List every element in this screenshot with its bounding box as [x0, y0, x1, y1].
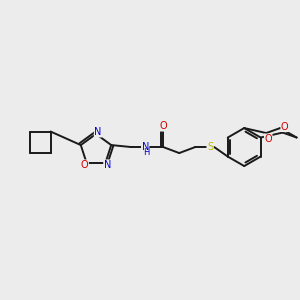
Text: N: N [94, 127, 102, 137]
Text: N: N [142, 142, 149, 152]
Text: S: S [207, 142, 213, 152]
Text: N: N [104, 160, 111, 170]
Text: H: H [143, 148, 149, 157]
Text: O: O [281, 122, 289, 132]
Text: O: O [264, 134, 272, 144]
Text: O: O [81, 160, 88, 170]
Text: O: O [159, 121, 167, 131]
